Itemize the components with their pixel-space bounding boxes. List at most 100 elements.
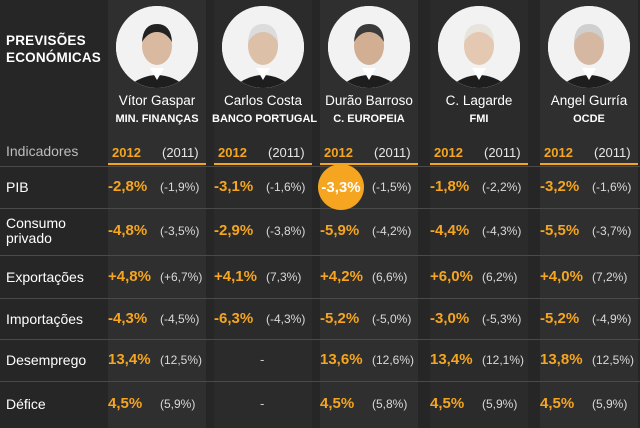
year-current-header: 2012	[324, 145, 353, 160]
value-2012: 4,5%	[430, 395, 465, 412]
value-2011: (-1,6%)	[266, 180, 306, 194]
row-divider	[0, 298, 640, 299]
avatar	[222, 6, 304, 88]
value-2011: (-5,3%)	[482, 312, 522, 326]
value-2012: 13,6%	[320, 351, 363, 368]
person-photo-icon	[222, 6, 304, 88]
person-organization: MIN. FINANÇAS	[115, 113, 199, 125]
value-2012: -4,4%	[430, 222, 470, 239]
value-2011: (-1,5%)	[372, 180, 412, 194]
person-organization: OCDE	[573, 113, 605, 125]
value-2011: (-5,0%)	[372, 312, 412, 326]
value-2012: -6,3%	[214, 310, 254, 327]
value-2012: -2,8%	[108, 178, 148, 195]
value-2012: +6,0%	[430, 268, 473, 285]
year-current-header: 2012	[434, 145, 463, 160]
value-2012: -5,2%	[540, 310, 580, 327]
person-header: Carlos Costa BANCO PORTUGAL	[212, 0, 318, 132]
value-2012: 4,5%	[320, 395, 355, 412]
value-2012: -3,1%	[214, 178, 254, 195]
value-2011: (-4,3%)	[266, 312, 306, 326]
value-2012: 13,8%	[540, 351, 583, 368]
year-previous-header: (2011)	[484, 145, 521, 160]
person-photo-icon	[438, 6, 520, 88]
avatar	[328, 6, 410, 88]
value-2011: (-1,6%)	[592, 180, 632, 194]
value-2012: -4,8%	[108, 222, 148, 239]
value-2011: (6,6%)	[372, 270, 408, 284]
row-divider	[0, 381, 640, 382]
avatar	[116, 6, 198, 88]
value-2012: -2,9%	[214, 222, 254, 239]
value-2011: (+6,7%)	[160, 270, 203, 284]
person-header: Vítor Gaspar MIN. FINANÇAS	[106, 0, 208, 132]
value-2011: (-4,2%)	[372, 224, 412, 238]
value-2012: 13,4%	[430, 351, 473, 368]
row-divider	[0, 255, 640, 256]
value-2012: +4,0%	[540, 268, 583, 285]
value-2012: +4,2%	[320, 268, 363, 285]
row-label-defice: Défice	[6, 395, 46, 412]
indicators-header: Indicadores	[6, 143, 79, 159]
value-2011: (-4,5%)	[160, 312, 200, 326]
value-2011: (6,2%)	[482, 270, 518, 284]
no-data-dash: -	[260, 352, 265, 367]
value-2011: (-3,7%)	[592, 224, 632, 238]
value-2011: (7,2%)	[592, 270, 628, 284]
value-2012: 4,5%	[108, 395, 143, 412]
year-header-underline	[430, 163, 528, 165]
year-previous-header: (2011)	[594, 145, 631, 160]
person-header: Angel Gurría OCDE	[538, 0, 640, 132]
person-header: C. Lagarde FMI	[428, 0, 530, 132]
year-current-header: 2012	[218, 145, 247, 160]
value-2011: (12,5%)	[160, 353, 203, 367]
person-name: Vítor Gaspar	[118, 93, 196, 108]
row-label-exportacoes: Exportações	[6, 268, 84, 285]
value-2012: -5,9%	[320, 222, 360, 239]
value-2012: 4,5%	[540, 395, 575, 412]
value-2011: (-2,2%)	[482, 180, 522, 194]
year-current-header: 2012	[544, 145, 573, 160]
highlighted-value: -3,3%	[318, 164, 364, 210]
row-label-pib: PIB	[6, 178, 29, 195]
avatar	[548, 6, 630, 88]
value-2011: (5,9%)	[482, 397, 518, 411]
value-2012: 13,4%	[108, 351, 151, 368]
value-2011: (-3,5%)	[160, 224, 200, 238]
year-previous-header: (2011)	[162, 145, 199, 160]
person-name: C. Lagarde	[445, 93, 513, 108]
year-previous-header: (2011)	[268, 145, 305, 160]
value-2011: (5,8%)	[372, 397, 408, 411]
value-2012: -3,2%	[540, 178, 580, 195]
page-heading: PREVISÕES ECONÓMICAS	[6, 33, 102, 65]
value-2011: (-4,3%)	[482, 224, 522, 238]
value-2011: (7,3%)	[266, 270, 302, 284]
person-photo-icon	[328, 6, 410, 88]
year-header-underline	[214, 163, 312, 165]
no-data-dash: -	[260, 396, 265, 411]
value-2012: +4,1%	[214, 268, 257, 285]
value-2011: (5,9%)	[160, 397, 196, 411]
year-previous-header: (2011)	[374, 145, 411, 160]
year-header-underline	[540, 163, 638, 165]
person-name: Angel Gurría	[550, 93, 628, 108]
person-name: Carlos Costa	[223, 93, 303, 108]
value-2012: -5,2%	[320, 310, 360, 327]
row-divider	[0, 166, 640, 167]
year-header-underline	[108, 163, 206, 165]
row-label-importacoes: Importações	[6, 310, 84, 327]
row-label-consumo-privado: Consumo privado	[6, 215, 66, 246]
value-2011: (12,5%)	[592, 353, 635, 367]
person-photo-icon	[548, 6, 630, 88]
value-2012: -3,0%	[430, 310, 470, 327]
person-organization: BANCO PORTUGAL	[212, 113, 318, 125]
person-header: Durão Barroso C. EUROPEIA	[318, 0, 420, 132]
value-2012: +4,8%	[108, 268, 151, 285]
year-current-header: 2012	[112, 145, 141, 160]
value-2012: -5,5%	[540, 222, 580, 239]
person-organization: FMI	[469, 113, 489, 125]
value-2011: (-1,9%)	[160, 180, 200, 194]
row-label-desemprego: Desemprego	[6, 351, 87, 368]
value-2011: (12,6%)	[372, 353, 415, 367]
value-2011: (12,1%)	[482, 353, 525, 367]
